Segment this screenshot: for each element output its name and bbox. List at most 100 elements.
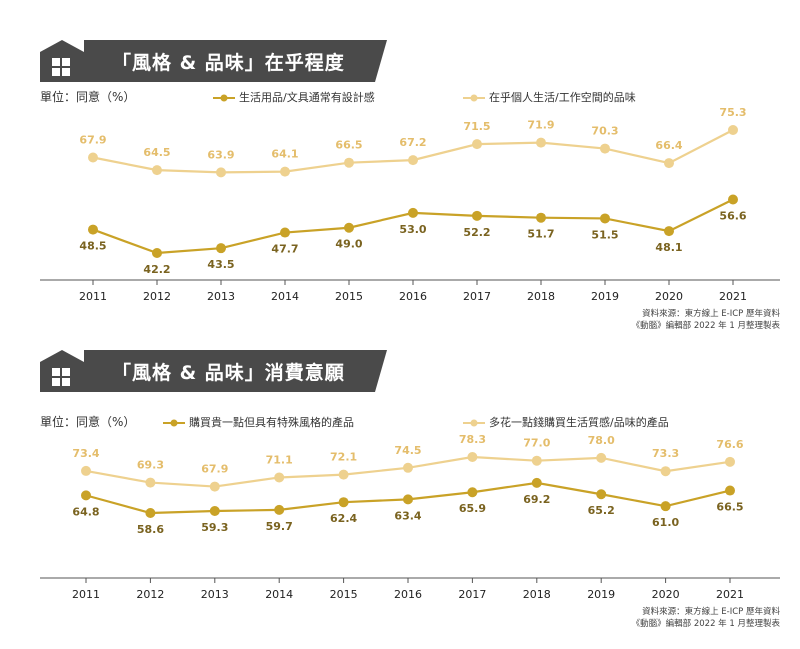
data-label: 65.2 bbox=[588, 504, 615, 517]
data-point bbox=[88, 152, 98, 163]
source-line-2: 《動腦》編輯部 2022 年 1 月整理製表 bbox=[631, 619, 780, 629]
data-label: 43.5 bbox=[207, 258, 234, 271]
data-point bbox=[536, 212, 546, 223]
data-label: 74.5 bbox=[394, 444, 421, 457]
data-point bbox=[403, 462, 413, 473]
x-tick-label: 2012 bbox=[136, 588, 164, 601]
data-point bbox=[467, 487, 478, 498]
x-tick-label: 2021 bbox=[716, 588, 744, 601]
data-point bbox=[472, 139, 482, 150]
data-point bbox=[472, 210, 482, 221]
data-point bbox=[145, 477, 156, 488]
data-point bbox=[274, 472, 285, 483]
data-label: 76.6 bbox=[716, 438, 743, 451]
data-label: 73.4 bbox=[72, 447, 99, 460]
x-tick-label: 2020 bbox=[652, 588, 680, 601]
data-label: 71.9 bbox=[527, 119, 554, 132]
x-tick-label: 2015 bbox=[330, 588, 358, 601]
data-label: 78.3 bbox=[459, 433, 486, 446]
data-label: 70.3 bbox=[591, 125, 618, 138]
data-point bbox=[209, 506, 220, 517]
data-point bbox=[408, 155, 418, 166]
banner-shape bbox=[40, 40, 387, 82]
data-label: 59.3 bbox=[201, 521, 228, 534]
data-label: 49.0 bbox=[335, 238, 362, 251]
data-point bbox=[280, 227, 290, 238]
data-point bbox=[209, 481, 220, 492]
title-banner-1: 「風格 & 品味」在乎程度 bbox=[40, 40, 387, 82]
data-point bbox=[338, 497, 349, 508]
source-note: 資料來源：東方線上 E-ICP 歷年資料 《動腦》編輯部 2022 年 1 月整… bbox=[632, 606, 780, 630]
chart-title: 「風格 & 品味」在乎程度 bbox=[112, 52, 345, 74]
data-label: 48.1 bbox=[655, 241, 682, 254]
data-label: 66.4 bbox=[655, 139, 682, 152]
legend-item-dark: 生活用品/文具通常有設計感 bbox=[213, 89, 375, 105]
legend-label: 生活用品/文具通常有設計感 bbox=[239, 91, 375, 104]
data-point bbox=[660, 466, 671, 477]
data-label: 64.1 bbox=[271, 148, 298, 161]
x-tick-label: 2013 bbox=[207, 290, 235, 303]
x-tick-label: 2011 bbox=[79, 290, 107, 303]
data-label: 59.7 bbox=[266, 520, 293, 533]
x-tick-label: 2016 bbox=[394, 588, 422, 601]
chart-panel-1: 「風格 & 品味」在乎程度 單位：同意（%） 生活用品/文具通常有設計感 在乎個… bbox=[40, 40, 780, 332]
chart-title: 「風格 & 品味」消費意願 bbox=[112, 362, 345, 384]
data-point bbox=[81, 490, 91, 501]
data-label: 48.5 bbox=[79, 240, 106, 253]
x-tick-label: 2011 bbox=[72, 588, 100, 601]
data-point bbox=[408, 207, 418, 218]
data-label: 47.7 bbox=[271, 243, 298, 256]
data-point bbox=[725, 485, 735, 496]
legend-label: 多花一點錢購買生活質感/品味的產品 bbox=[489, 416, 669, 429]
source-line-2: 《動腦》編輯部 2022 年 1 月整理製表 bbox=[631, 321, 780, 331]
source-note: 資料來源：東方線上 E-ICP 歷年資料 《動腦》編輯部 2022 年 1 月整… bbox=[632, 308, 780, 332]
data-point bbox=[216, 167, 226, 178]
x-tick-label: 2019 bbox=[587, 588, 615, 601]
data-label: 53.0 bbox=[399, 223, 426, 236]
data-point bbox=[274, 504, 285, 515]
title-banner-2: 「風格 & 品味」消費意願 bbox=[40, 350, 387, 392]
data-point bbox=[596, 489, 607, 500]
data-label: 61.0 bbox=[652, 516, 679, 529]
data-label: 78.0 bbox=[588, 434, 615, 447]
data-point bbox=[596, 452, 607, 463]
home-window-icon bbox=[52, 58, 70, 76]
x-tick-label: 2017 bbox=[463, 290, 491, 303]
data-label: 51.5 bbox=[591, 228, 618, 241]
x-tick-label: 2018 bbox=[527, 290, 555, 303]
data-label: 73.3 bbox=[652, 447, 679, 460]
data-point bbox=[660, 501, 671, 512]
data-point bbox=[467, 452, 478, 462]
data-point bbox=[152, 248, 162, 258]
legend-item-light: 多花一點錢購買生活質感/品味的產品 bbox=[463, 414, 669, 430]
data-point bbox=[531, 455, 542, 466]
x-tick-label: 2014 bbox=[265, 588, 293, 601]
legend-item-light: 在乎個人生活/工作空間的品味 bbox=[463, 89, 636, 105]
x-tick-label: 2012 bbox=[143, 290, 171, 303]
data-label: 63.4 bbox=[394, 509, 421, 522]
data-point bbox=[664, 158, 674, 169]
data-label: 56.6 bbox=[719, 209, 746, 222]
data-label: 77.0 bbox=[523, 437, 550, 450]
data-point bbox=[338, 469, 349, 480]
x-tick-label: 2017 bbox=[458, 588, 486, 601]
data-point bbox=[216, 243, 226, 254]
data-label: 67.9 bbox=[79, 133, 106, 146]
data-label: 75.3 bbox=[719, 106, 746, 119]
data-point bbox=[536, 137, 546, 148]
data-point bbox=[344, 157, 354, 168]
data-point bbox=[88, 224, 98, 235]
x-tick-label: 2019 bbox=[591, 290, 619, 303]
x-tick-label: 2016 bbox=[399, 290, 427, 303]
source-line-1: 資料來源：東方線上 E-ICP 歷年資料 bbox=[642, 309, 780, 319]
data-label: 66.5 bbox=[716, 501, 743, 514]
data-point bbox=[145, 508, 156, 518]
data-point bbox=[728, 194, 738, 205]
data-label: 52.2 bbox=[463, 226, 490, 239]
legend-item-dark: 購買貴一點但具有特殊風格的產品 bbox=[163, 414, 354, 430]
banner-shape bbox=[40, 350, 387, 392]
data-point bbox=[600, 143, 610, 154]
data-label: 51.7 bbox=[527, 228, 554, 241]
